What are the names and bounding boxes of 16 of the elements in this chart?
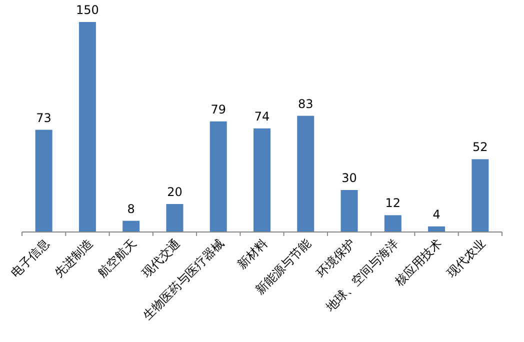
data-label: 52 [472, 140, 488, 154]
data-label: 30 [342, 171, 357, 185]
x-tick-label: 航空航天 [95, 236, 140, 280]
data-label: 4 [432, 207, 440, 222]
x-tick-label: 电子信息 [8, 236, 52, 280]
x-tick-label: 新材料 [234, 236, 270, 272]
data-label: 12 [385, 196, 401, 210]
x-tick-label: 先进制造 [52, 236, 96, 280]
x-tick-label: 现代农业 [444, 236, 488, 280]
data-label: 83 [298, 96, 314, 111]
data-label: 73 [36, 110, 52, 125]
data-label: 74 [254, 109, 270, 124]
data-label: 79 [210, 102, 226, 116]
data-label: 150 [76, 3, 99, 17]
data-label: 8 [127, 202, 135, 216]
data-label: 20 [167, 185, 182, 199]
